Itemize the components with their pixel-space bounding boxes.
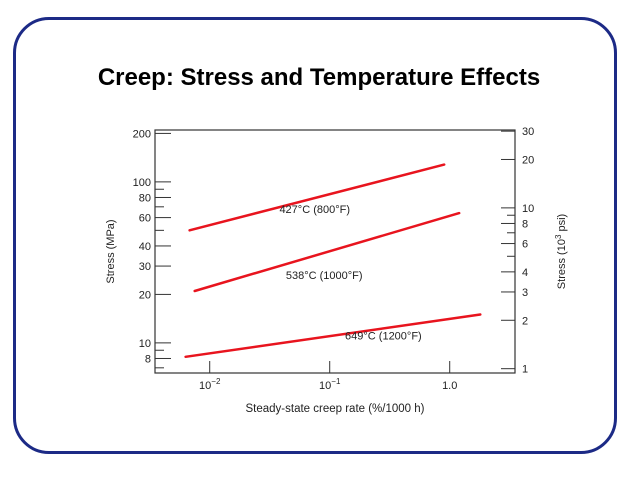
y-right-tick-label: 8 xyxy=(522,218,528,230)
y-right-tick-label: 10 xyxy=(522,203,534,215)
slide-frame xyxy=(13,17,617,454)
y-axis-label-right: Stress (103 psi) xyxy=(554,214,568,289)
y-left-tick-label: 200 xyxy=(133,128,151,140)
y-axis-label-left: Stress (MPa) xyxy=(105,219,117,283)
y-right-tick-label: 30 xyxy=(522,126,534,138)
y-left-tick-label: 80 xyxy=(139,192,151,204)
series-line-2 xyxy=(193,211,461,293)
y-right-tick-label: 4 xyxy=(522,267,528,279)
x-tick-label: 10−1 xyxy=(319,377,341,392)
y-right-tick-label: 20 xyxy=(522,154,534,166)
y-left-tick-label: 8 xyxy=(145,353,151,365)
series-label-3: 649°C (1200°F) xyxy=(345,330,422,342)
y-left-tick-label: 20 xyxy=(139,289,151,301)
series-line-1 xyxy=(188,163,446,232)
series-line-3 xyxy=(184,313,482,359)
y-right-tick-label: 3 xyxy=(522,287,528,299)
y-left-tick-label: 30 xyxy=(139,261,151,273)
y-right-tick-label: 6 xyxy=(522,239,528,251)
y-right-tick-label: 2 xyxy=(522,315,528,327)
x-tick-label: 10−2 xyxy=(199,377,221,392)
y-right-tick-label: 1 xyxy=(522,364,528,376)
x-axis-label: Steady-state creep rate (%/1000 h) xyxy=(246,403,425,415)
series-label-1: 427°C (800°F) xyxy=(279,204,350,216)
series-label-2: 538°C (1000°F) xyxy=(286,270,363,282)
y-left-tick-label: 100 xyxy=(133,177,151,189)
y-left-tick-label: 60 xyxy=(139,213,151,225)
y-left-tick-label: 10 xyxy=(139,338,151,350)
x-tick-label: 1.0 xyxy=(442,380,457,392)
slide-title: Creep: Stress and Temperature Effects xyxy=(97,64,541,91)
y-left-tick-label: 40 xyxy=(139,241,151,253)
plot-area-frame xyxy=(154,129,516,374)
